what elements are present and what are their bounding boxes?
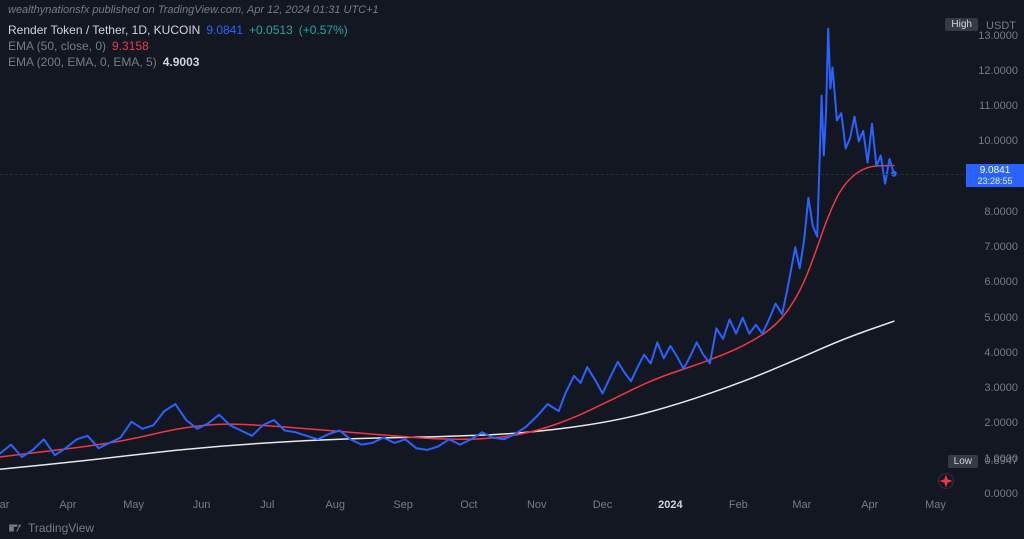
last-price-badge-price: 9.0841 [966,165,1024,176]
y-tick: 12.0000 [978,65,1018,77]
publish-header: wealthynationsfx published on TradingVie… [0,0,1024,20]
last-price-badge: 9.0841 23:28:55 [966,164,1024,187]
chart-svg [0,18,964,494]
range-high-badge: High [945,18,978,31]
last-price-badge-countdown: 23:28:55 [966,176,1024,186]
tradingview-logo[interactable]: TradingView [8,521,94,535]
y-tick: 6.0000 [984,276,1018,288]
x-tick: Aug [325,499,345,511]
y-tick: 4.0000 [984,347,1018,359]
y-tick: 5.0000 [984,312,1018,324]
y-tick: 10.0000 [978,135,1018,147]
publish-text: wealthynationsfx published on TradingVie… [8,4,379,16]
x-tick: May [123,499,144,511]
chart-area[interactable] [0,18,964,494]
tradingview-logo-text: TradingView [28,521,94,535]
y-axis[interactable]: USDT High 9.0841 23:28:55 Low 0.8947 13.… [964,18,1024,494]
snapshot-icon[interactable] [936,471,956,491]
x-axis[interactable]: Mar Apr May Jun Jul Aug Sep Oct Nov Dec 2024 Feb Mar… [0,499,964,517]
x-tick: Mar [792,499,811,511]
ema200-line [0,321,894,469]
y-tick: 7.0000 [984,241,1018,253]
x-tick: Jul [260,499,274,511]
x-tick: Apr [861,499,878,511]
y-tick: 3.0000 [984,382,1018,394]
x-tick: Nov [527,499,547,511]
y-tick: 13.0000 [978,30,1018,42]
x-tick: Feb [729,499,748,511]
range-low-badge: Low [948,455,978,468]
x-tick: Mar [0,499,9,511]
x-tick: Dec [593,499,613,511]
price-line [0,29,894,457]
x-tick: Jun [193,499,211,511]
x-tick: Apr [59,499,76,511]
ema50-line [0,166,894,458]
y-tick: 8.0000 [984,206,1018,218]
y-tick: 0.0000 [984,488,1018,500]
y-tick: 1.0000 [984,453,1018,465]
last-price-line [0,174,964,175]
x-tick: Oct [460,499,477,511]
x-tick: 2024 [658,499,682,511]
y-tick: 11.0000 [979,100,1018,112]
x-tick: May [925,499,946,511]
y-tick: 2.0000 [984,417,1018,429]
x-tick: Sep [393,499,413,511]
tradingview-logo-icon [8,521,22,535]
